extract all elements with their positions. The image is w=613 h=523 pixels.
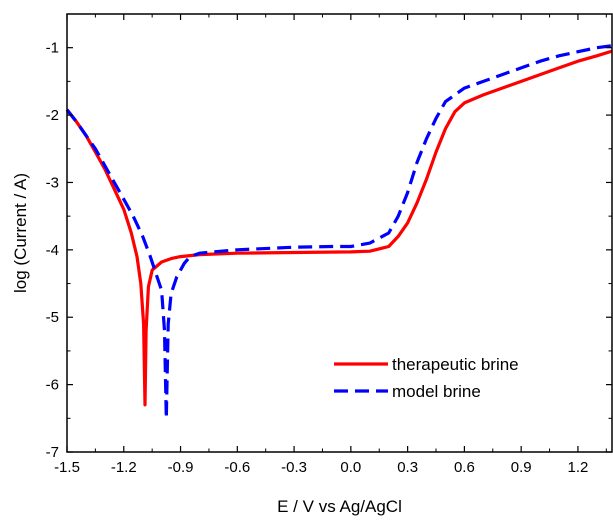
y-tick-label: -3 <box>46 174 59 191</box>
x-tick-label: -1.2 <box>111 459 137 476</box>
y-tick-label: -6 <box>46 377 59 394</box>
x-tick-label: 0.9 <box>511 459 532 476</box>
series-line-therapeutic-brine <box>65 49 613 407</box>
axis-ticks <box>66 13 612 453</box>
x-tick-label: -1.5 <box>54 459 80 476</box>
plot-lines <box>65 44 613 420</box>
tick-labels: -1.5 -1.2 -0.9 -0.6 -0.3 0.0 0.3 0.6 0.9 1.2 -7 -6 -… <box>46 40 589 476</box>
x-tick-label: -0.3 <box>281 459 307 476</box>
legend: therapeutic brine model brine <box>334 355 519 401</box>
y-tick-label: -7 <box>46 444 59 461</box>
y-tick-label: -4 <box>46 242 59 259</box>
x-tick-label: 1.2 <box>568 459 589 476</box>
plot-frame <box>66 13 613 453</box>
x-tick-label: -0.6 <box>224 459 250 476</box>
x-tick-label: 0.6 <box>454 459 475 476</box>
legend-label-model-brine: model brine <box>392 382 481 401</box>
legend-label-therapeutic-brine: therapeutic brine <box>392 355 519 374</box>
y-tick-label: -5 <box>46 309 59 326</box>
x-tick-label: 0.0 <box>340 459 361 476</box>
y-axis-title: log (Current / A) <box>11 173 30 293</box>
x-axis-title: E / V vs Ag/AgCl <box>277 497 402 516</box>
x-tick-label: 0.3 <box>397 459 418 476</box>
series-line-model-brine <box>65 44 613 420</box>
x-tick-label: -0.9 <box>168 459 194 476</box>
y-tick-label: -1 <box>46 40 59 57</box>
y-tick-label: -2 <box>46 107 59 124</box>
